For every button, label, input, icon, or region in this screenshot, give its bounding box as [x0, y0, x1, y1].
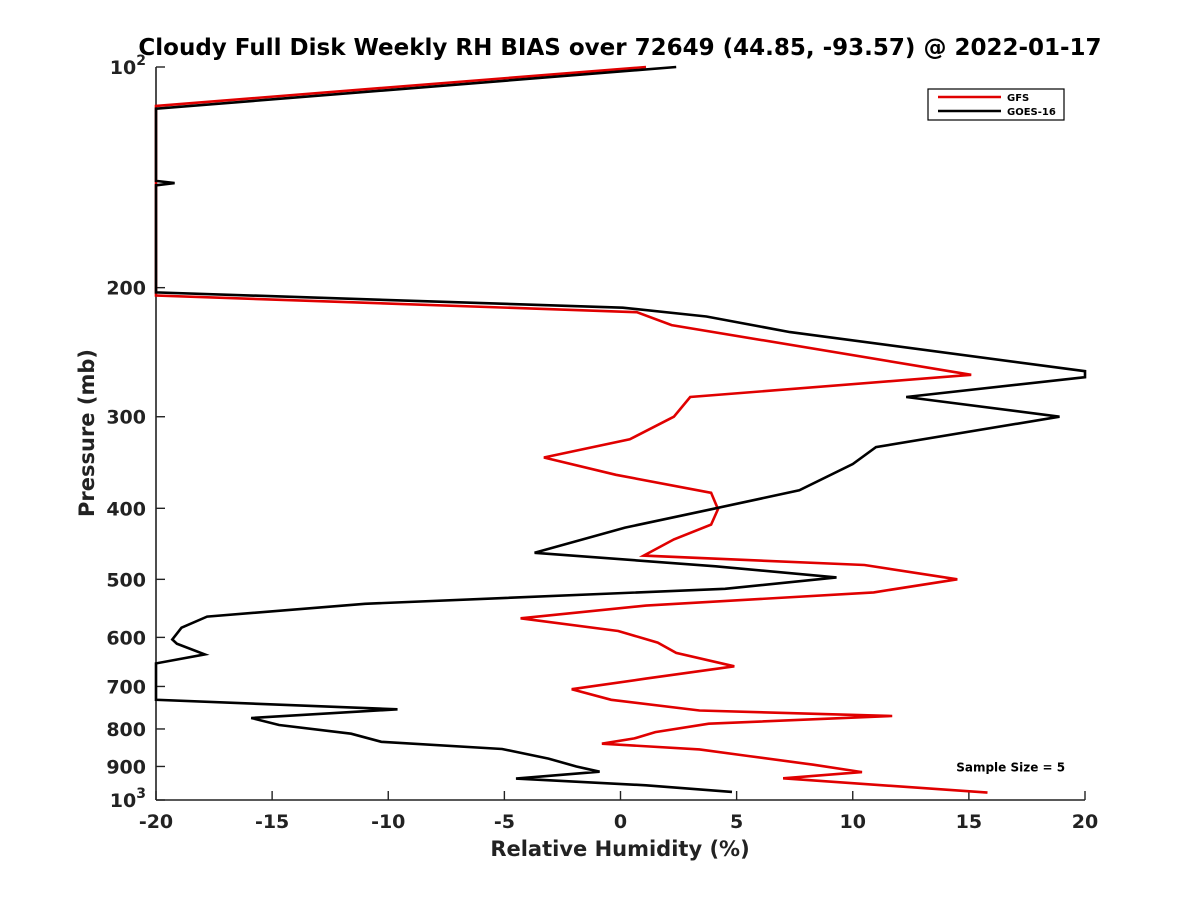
- y-tick-label: 600: [106, 627, 146, 649]
- legend-label-gfs: GFS: [1007, 93, 1029, 104]
- y-tick-base: 700: [106, 676, 146, 698]
- y-tick-base: 500: [106, 569, 146, 591]
- x-axis-label: Relative Humidity (%): [490, 837, 749, 861]
- x-tick-label: 20: [1072, 811, 1098, 833]
- x-tick-label: -10: [371, 811, 405, 833]
- x-tick-label: 0: [614, 811, 627, 833]
- y-tick-label: 400: [106, 498, 146, 520]
- x-tick-label: 15: [956, 811, 982, 833]
- y-tick-base: 400: [106, 498, 146, 520]
- y-tick-base: 800: [106, 719, 146, 741]
- y-tick-label: 300: [106, 407, 146, 429]
- y-tick-exponent: 2: [136, 53, 146, 69]
- y-tick-base: 300: [106, 407, 146, 429]
- x-tick-label: -5: [494, 811, 515, 833]
- x-tick-label: -15: [255, 811, 289, 833]
- sample-size-annotation: Sample Size = 5: [956, 760, 1065, 774]
- x-tick-label: -20: [139, 811, 173, 833]
- plot-area: [155, 67, 1085, 801]
- series-layer: [154, 65, 1087, 794]
- y-tick-base: 10: [110, 790, 136, 812]
- x-axis-ticks: -20 -15 -10 -5 0 5 10 15 20: [139, 791, 1098, 833]
- plot-frame: [156, 67, 1085, 800]
- y-tick-base: 200: [106, 278, 146, 300]
- y-tick-label: 500: [106, 569, 146, 591]
- chart-title: Cloudy Full Disk Weekly RH BIAS over 726…: [138, 35, 1101, 61]
- y-tick-base: 10: [110, 57, 136, 79]
- legend-label-goes-16: GOES-16: [1007, 107, 1056, 118]
- y-tick-label: 200: [106, 278, 146, 300]
- y-tick-label: 102: [110, 53, 146, 79]
- legend-box: [927, 88, 1065, 121]
- y-tick-base: 900: [106, 756, 146, 778]
- legend: GFS GOES-16: [927, 88, 1065, 121]
- y-tick-exponent: 3: [136, 786, 146, 802]
- y-tick-label: 700: [106, 676, 146, 698]
- x-tick-label: 5: [730, 811, 743, 833]
- y-tick-base: 600: [106, 627, 146, 649]
- y-tick-label: 800: [106, 719, 146, 741]
- series-line-gfs: [154, 65, 988, 794]
- y-axis-label: Pressure (mb): [75, 349, 99, 517]
- x-tick-label: 10: [840, 811, 866, 833]
- y-tick-label: 900: [106, 756, 146, 778]
- series-line-goes-16: [154, 65, 1087, 794]
- y-tick-label: 103: [110, 786, 146, 812]
